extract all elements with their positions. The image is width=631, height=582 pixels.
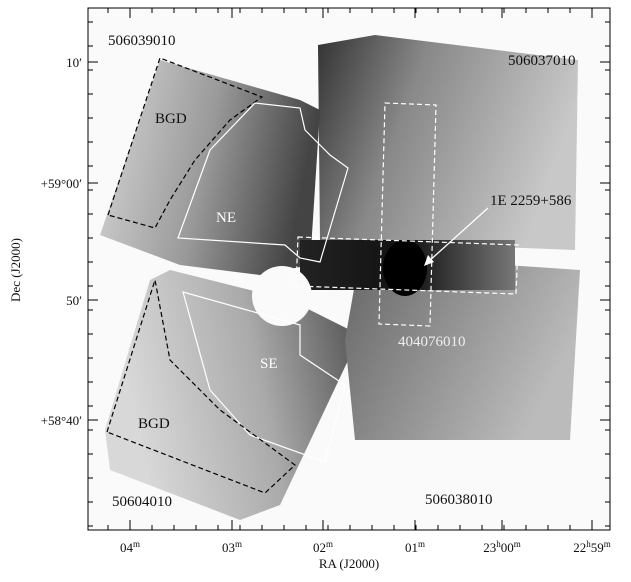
annotation: 50604010 [112,494,172,510]
x-axis-label: RA (J2000) [319,556,379,571]
x-tick-label: 01m [405,539,425,555]
annotation: 506039010 [108,33,176,49]
annotation: BGD [138,416,170,432]
x-tick-label: 03m [222,539,242,555]
y-tick-label: 50′ [66,293,82,308]
x-tick-label: 22h59m [573,539,611,555]
annotation: 506037010 [508,53,576,69]
tick-label-part: m [326,539,333,549]
tick-label-part: m [514,539,521,549]
tick-label-part: 23 [483,540,496,555]
tick-label-part: m [235,539,242,549]
y-tick-label: +58°40′ [41,413,83,428]
tick-label-part: m [133,539,140,549]
x-tick-label: 02m [313,539,333,555]
y-tick-label: 10′ [66,55,82,70]
figure: 506039010 506037010 BGD NE 1E 2259+586 4… [0,0,631,577]
annotation: 1E 2259+586 [490,193,572,209]
tick-label-part: 01 [405,540,418,555]
tick-label-part: 00 [501,540,514,555]
annotation: 506038010 [425,492,493,508]
tick-label-part: 22 [573,540,586,555]
notch [252,266,312,326]
tick-label-part: m [418,539,425,549]
tick-label-part: 03 [222,540,235,555]
tick-label-part: 04 [120,540,134,555]
annotation: NE [216,210,236,226]
annotation: SE [260,356,278,372]
x-tick-label: 04m [120,539,140,555]
annotation: BGD [155,111,187,127]
x-tick-label: 23h00m [483,539,521,555]
tick-label-part: 02 [313,540,326,555]
tick-label-part: m [604,539,611,549]
y-tick-label: +59°00′ [41,176,83,191]
y-axis-label: Dec (J2000) [8,238,23,302]
source-blob [383,240,427,296]
tick-label-part: 59 [591,540,604,555]
annotation: 404076010 [398,334,466,350]
